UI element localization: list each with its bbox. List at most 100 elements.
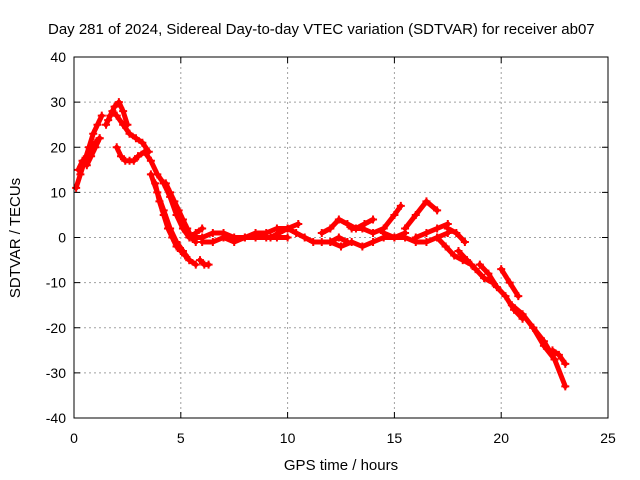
series-track-sat-c [84, 135, 103, 168]
data-point [134, 152, 143, 161]
data-point [172, 242, 181, 251]
data-point [561, 359, 570, 368]
data-point [294, 219, 303, 228]
data-point [326, 238, 335, 247]
data-point [326, 224, 335, 233]
x-tick-label: 25 [600, 430, 616, 446]
data-point [283, 224, 292, 233]
y-tick-label: 40 [50, 49, 66, 65]
data-point [463, 256, 472, 265]
data-point [433, 233, 442, 242]
y-tick-label: 20 [50, 139, 66, 155]
data-point [283, 233, 292, 242]
data-point [360, 219, 369, 228]
data-point [369, 228, 378, 237]
data-point [198, 224, 207, 233]
data-point [208, 228, 217, 237]
data-point [119, 107, 128, 116]
data-point [251, 228, 260, 237]
y-tick-label: 10 [50, 184, 66, 200]
data-point [492, 283, 501, 292]
data-point [112, 111, 121, 120]
series-track-sat-n [268, 226, 350, 245]
data-point [548, 346, 557, 355]
data-point [309, 238, 318, 247]
data-point [390, 233, 399, 242]
data-point [125, 129, 134, 138]
data-point [480, 274, 489, 283]
data-point [484, 269, 493, 278]
series-track-sat-s [402, 198, 440, 231]
data-point [166, 188, 175, 197]
y-axis-label: SDTVAR / TECUs [7, 178, 24, 298]
series-track-sat-f [114, 144, 141, 164]
data-point [358, 224, 367, 233]
data-point [183, 224, 192, 233]
data-point [89, 129, 98, 138]
data-point [204, 260, 213, 269]
data-point [198, 238, 207, 247]
data-point [138, 138, 147, 147]
data-point [433, 224, 442, 233]
data-point [119, 120, 128, 129]
data-point [514, 292, 523, 301]
data-point [114, 98, 123, 107]
data-point [275, 228, 284, 237]
data-point [131, 134, 140, 143]
data-points [72, 98, 570, 391]
data-point [529, 323, 538, 332]
data-point [475, 260, 484, 269]
data-point [74, 165, 83, 174]
data-point [185, 256, 194, 265]
y-tick-label: -30 [46, 365, 66, 381]
x-tick-label: 20 [493, 430, 509, 446]
series-track-sat-t [413, 221, 451, 240]
series-track-sat-m [199, 221, 301, 245]
data-point [146, 170, 155, 179]
data-point [411, 233, 420, 242]
data-point [129, 156, 138, 165]
data-point [550, 355, 559, 364]
data-point [112, 143, 121, 152]
data-point [95, 134, 104, 143]
data-point [91, 143, 100, 152]
data-point [76, 170, 85, 179]
y-tick-label: 0 [58, 230, 66, 246]
data-point [390, 210, 399, 219]
data-point [176, 247, 185, 256]
data-point [518, 310, 527, 319]
data-point [379, 228, 388, 237]
data-point [97, 111, 106, 120]
data-point [102, 120, 111, 129]
data-point [266, 233, 275, 242]
x-tick-label: 0 [70, 430, 78, 446]
data-point [422, 228, 431, 237]
data-point [146, 156, 155, 165]
data-point [272, 224, 281, 233]
data-point [178, 215, 187, 224]
data-point [369, 238, 378, 247]
x-tick-label: 10 [280, 430, 296, 446]
data-point [501, 292, 510, 301]
data-point [187, 233, 196, 242]
data-point [554, 350, 563, 359]
data-point [396, 201, 405, 210]
data-point [181, 251, 190, 260]
data-point [174, 206, 183, 215]
x-tick-label: 15 [387, 430, 403, 446]
data-point [471, 265, 480, 274]
data-point [170, 197, 179, 206]
data-point [401, 233, 410, 242]
data-point [93, 120, 102, 129]
data-point [300, 233, 309, 242]
data-point [168, 233, 177, 242]
data-point [505, 278, 514, 287]
data-point [443, 224, 452, 233]
data-point [317, 238, 326, 247]
data-point [460, 238, 469, 247]
data-point [116, 152, 125, 161]
data-point [337, 242, 345, 251]
data-point [208, 238, 217, 247]
data-point [369, 215, 378, 224]
